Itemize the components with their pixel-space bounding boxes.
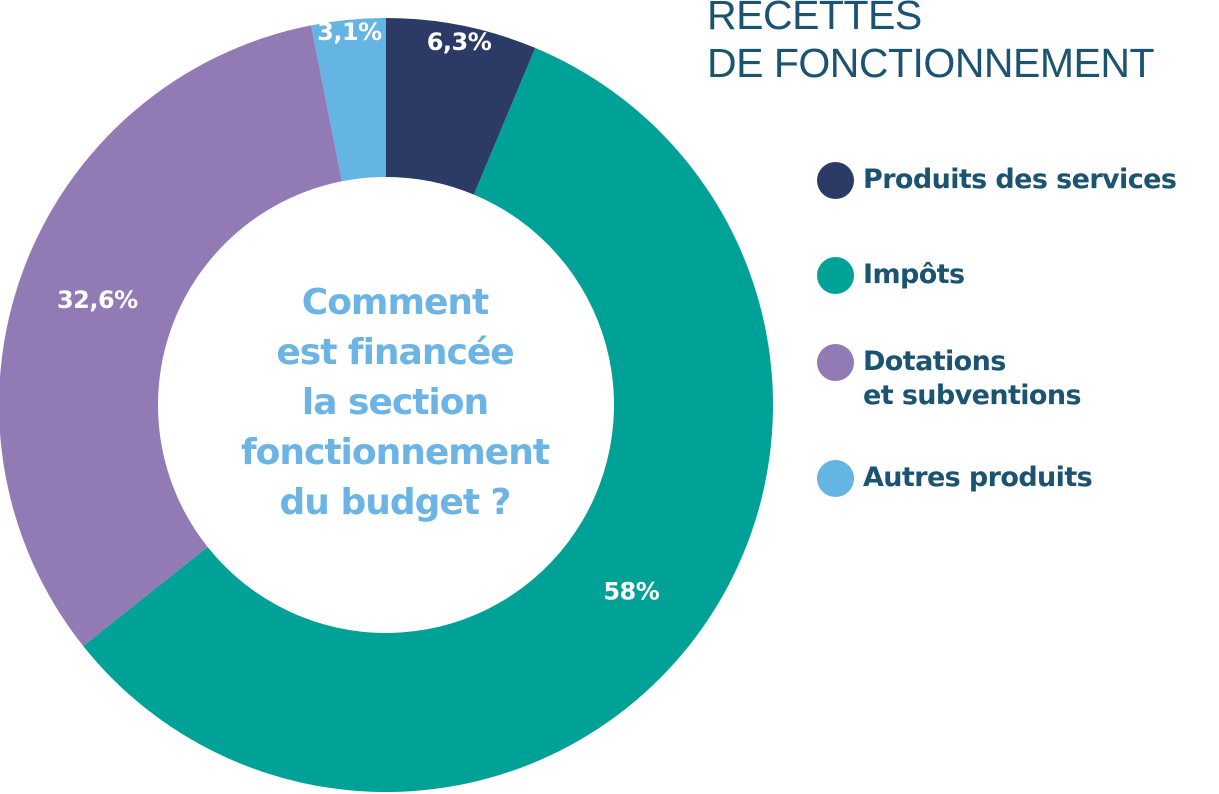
center-text-line: la section (301, 382, 489, 423)
legend-swatch (817, 162, 854, 199)
legend-item-dotations-et-subventions: Dotations et subventions (817, 342, 1176, 416)
center-text-line: du budget ? (279, 482, 512, 523)
center-text-line: est financée (276, 332, 514, 373)
slice-value-label: 58% (603, 577, 659, 605)
center-text-line: Comment (301, 282, 489, 323)
slice-value-label: 32,6% (57, 286, 138, 314)
legend-swatch (817, 460, 854, 497)
chart-title-line-2: DE FONCTIONNEMENT (707, 40, 1155, 86)
legend-label: Dotations (863, 346, 1006, 377)
chart-title-line-1: RECETTES (707, 0, 922, 38)
legend-label-line-2: et subventions (863, 380, 1082, 411)
legend-label: Produits des services (863, 164, 1177, 195)
legend-item-autres-produits: Autres produits (817, 458, 1176, 498)
donut-slice (311, 18, 386, 182)
legend-item-impots: Impôts (817, 255, 1176, 295)
center-text-line: fonctionnement (240, 432, 550, 473)
donut-slice (83, 47, 774, 793)
legend-label: Autres produits (863, 462, 1093, 493)
legend-swatch (817, 257, 854, 294)
legend-label: Impôts (863, 259, 965, 290)
legend-swatch (817, 344, 854, 381)
chart-legend: Produits des services Impôts Dotations e… (817, 160, 1177, 498)
donut-center-question: Comment est financée la section fonction… (205, 278, 585, 528)
donut-slice (386, 18, 536, 195)
slice-value-label: 3,1% (317, 18, 382, 46)
donut-slice (0, 25, 342, 647)
slice-value-label: 6,3% (427, 28, 492, 56)
legend-item-produits-des-services: Produits des services (817, 160, 1177, 200)
